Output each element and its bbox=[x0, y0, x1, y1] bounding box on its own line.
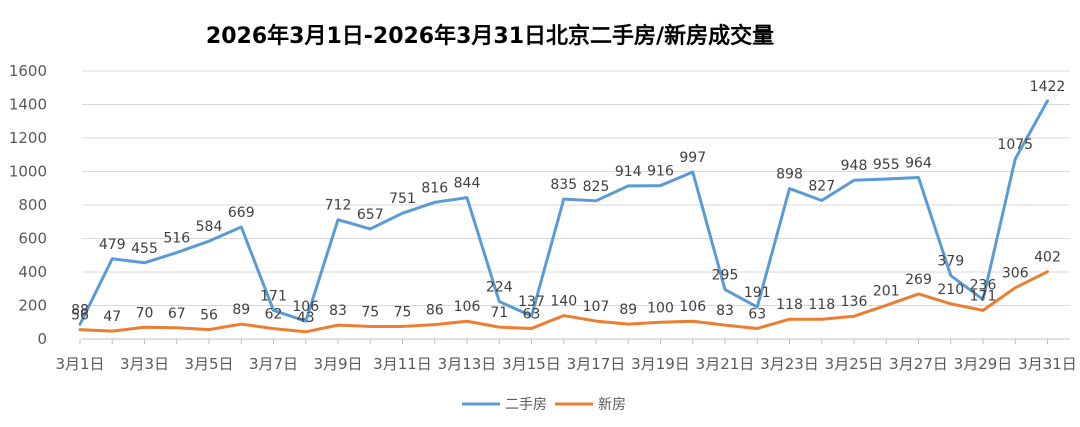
x-tick-label: 3月31日 bbox=[1018, 355, 1077, 373]
data-label: 997 bbox=[679, 150, 706, 166]
data-label: 56 bbox=[200, 308, 218, 324]
data-label: 479 bbox=[99, 237, 126, 253]
data-label: 835 bbox=[550, 177, 577, 193]
data-label: 914 bbox=[615, 164, 642, 180]
data-label: 75 bbox=[394, 304, 412, 320]
data-label: 67 bbox=[168, 306, 186, 322]
x-tick-label: 3月13日 bbox=[438, 355, 497, 373]
data-label: 584 bbox=[196, 219, 223, 235]
x-tick-label: 3月17日 bbox=[567, 355, 626, 373]
data-label: 86 bbox=[426, 303, 444, 319]
data-label: 669 bbox=[228, 205, 255, 221]
series-lines bbox=[78, 99, 1049, 334]
x-tick-label: 3月19日 bbox=[631, 355, 690, 373]
y-tick-label: 1200 bbox=[9, 129, 47, 147]
data-label: 89 bbox=[619, 302, 637, 318]
data-label: 269 bbox=[905, 272, 932, 288]
x-tick-label: 3月27日 bbox=[889, 355, 948, 373]
series-line-2 bbox=[78, 270, 1049, 334]
data-label: 516 bbox=[163, 231, 190, 247]
data-label: 171 bbox=[970, 288, 997, 304]
data-label: 455 bbox=[131, 241, 158, 257]
x-tick-label: 3月1日 bbox=[55, 355, 104, 373]
x-tick-label: 3月7日 bbox=[249, 355, 298, 373]
data-label: 295 bbox=[712, 268, 739, 284]
x-axis: 3月1日 3月3日 3月5日 3月7日 3月9日 3月11日 3月13日 3月15日 3月17日… bbox=[55, 339, 1077, 373]
y-tick-label: 1000 bbox=[9, 163, 47, 181]
data-label: 56 bbox=[71, 308, 89, 324]
y-tick-label: 1400 bbox=[9, 96, 47, 114]
y-tick-label: 600 bbox=[18, 230, 47, 248]
data-label: 955 bbox=[873, 157, 900, 173]
data-label: 88 bbox=[71, 302, 89, 318]
data-label: 89 bbox=[232, 302, 250, 318]
data-label: 1075 bbox=[997, 137, 1033, 153]
data-label: 83 bbox=[329, 303, 347, 319]
y-tick-label: 200 bbox=[18, 297, 47, 315]
data-label: 224 bbox=[486, 279, 513, 295]
data-label: 47 bbox=[103, 309, 121, 325]
x-tick-label: 3月21日 bbox=[696, 355, 755, 373]
data-label: 118 bbox=[776, 297, 803, 313]
legend-label: 二手房 bbox=[505, 397, 547, 413]
data-label: 70 bbox=[136, 305, 154, 321]
data-label: 657 bbox=[357, 207, 384, 223]
data-label: 844 bbox=[454, 176, 481, 192]
data-label: 379 bbox=[937, 254, 964, 270]
data-label: 140 bbox=[550, 294, 577, 310]
data-label: 75 bbox=[361, 304, 379, 320]
data-labels: 88 479 455 516 584 669 171 106 712 657 751 816 844 22… bbox=[71, 79, 1065, 326]
data-label: 306 bbox=[1002, 266, 1029, 282]
data-label: 916 bbox=[647, 164, 674, 180]
chart-title: 2026年3月1日-2026年3月31日北京二手房/新房成交量 bbox=[205, 24, 775, 49]
legend-label: 新房 bbox=[598, 397, 626, 413]
data-label: 964 bbox=[905, 156, 932, 172]
data-label: 100 bbox=[647, 300, 674, 316]
data-label: 107 bbox=[583, 299, 610, 315]
data-label: 191 bbox=[744, 285, 771, 301]
data-label: 71 bbox=[490, 305, 508, 321]
legend: 二手房 新房 bbox=[462, 397, 626, 413]
data-label: 751 bbox=[389, 191, 416, 207]
data-label: 63 bbox=[523, 306, 541, 322]
x-tick-label: 3月29日 bbox=[954, 355, 1013, 373]
data-label: 201 bbox=[873, 283, 900, 299]
x-tick-label: 3月23日 bbox=[760, 355, 819, 373]
y-tick-label: 0 bbox=[37, 330, 47, 348]
data-label: 63 bbox=[748, 306, 766, 322]
y-axis: 0 200 400 600 800 1000 1200 1400 1600 bbox=[9, 62, 47, 348]
x-tick-label: 3月9日 bbox=[313, 355, 362, 373]
data-label: 210 bbox=[937, 282, 964, 298]
data-label: 402 bbox=[1034, 250, 1061, 266]
data-label: 83 bbox=[716, 303, 734, 319]
data-label: 136 bbox=[841, 294, 868, 310]
data-label: 948 bbox=[841, 158, 868, 174]
data-label: 816 bbox=[421, 180, 448, 196]
x-tick-label: 3月5日 bbox=[184, 355, 233, 373]
data-label: 62 bbox=[265, 307, 283, 323]
x-tick-label: 3月25日 bbox=[825, 355, 884, 373]
data-label: 1422 bbox=[1030, 79, 1066, 95]
data-label: 106 bbox=[292, 299, 319, 315]
y-tick-label: 400 bbox=[18, 263, 47, 281]
data-label: 106 bbox=[454, 299, 481, 315]
data-label: 898 bbox=[776, 167, 803, 183]
data-label: 118 bbox=[808, 297, 835, 313]
data-label: 827 bbox=[808, 178, 835, 194]
data-label: 236 bbox=[970, 277, 997, 293]
data-label: 712 bbox=[325, 198, 352, 214]
data-label: 106 bbox=[679, 299, 706, 315]
data-label: 825 bbox=[583, 179, 610, 195]
y-tick-label: 800 bbox=[18, 196, 47, 214]
data-label: 43 bbox=[297, 310, 315, 326]
data-label: 137 bbox=[518, 294, 545, 310]
y-tick-label: 1600 bbox=[9, 62, 47, 80]
x-tick-label: 3月11日 bbox=[373, 355, 432, 373]
data-label: 171 bbox=[260, 288, 287, 304]
x-tick-label: 3月15日 bbox=[502, 355, 561, 373]
x-tick-label: 3月3日 bbox=[120, 355, 169, 373]
series-line-1 bbox=[78, 99, 1049, 326]
